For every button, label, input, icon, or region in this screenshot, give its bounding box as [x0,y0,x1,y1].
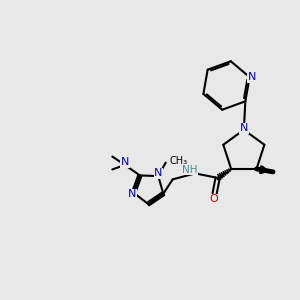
Text: NH: NH [182,165,197,175]
Text: N: N [248,72,256,82]
Text: N: N [121,157,129,167]
Text: O: O [210,194,218,205]
Text: N: N [128,189,136,199]
Text: N: N [240,123,248,133]
Text: N: N [154,168,162,178]
Text: CH₃: CH₃ [169,156,188,166]
